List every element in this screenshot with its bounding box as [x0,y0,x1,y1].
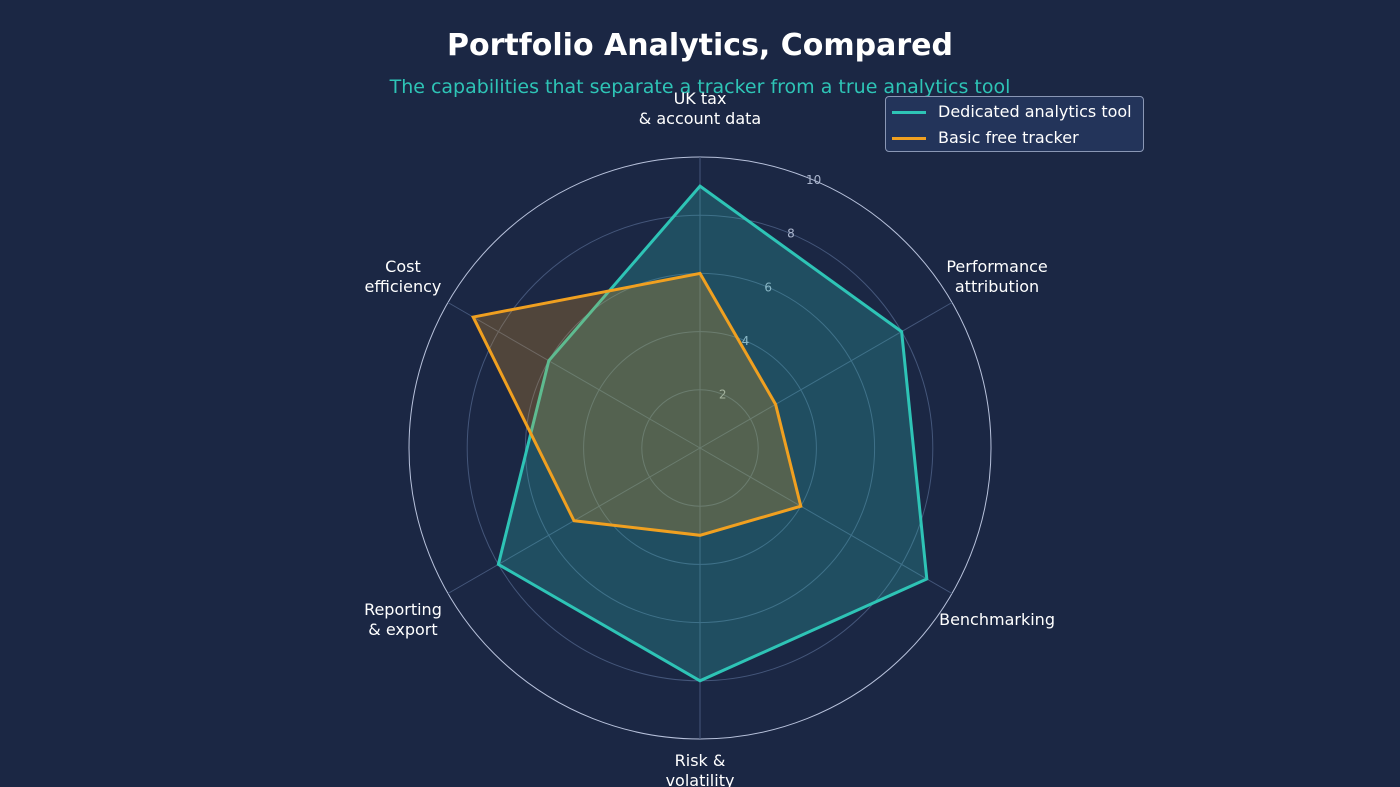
spoke [447,302,701,449]
r-tick-label: 2 [719,387,727,401]
legend-item: Dedicated analytics tool [892,102,1132,121]
legend: Dedicated analytics tool Basic free track… [885,96,1144,152]
category-label: Reporting & export [364,599,442,639]
category-label: Risk & volatility [665,751,735,787]
legend-label: Basic free tracker [938,128,1079,147]
chart-title: Portfolio Analytics, Compared [446,28,953,63]
series-area [470,271,803,537]
r-tick-label: 4 [742,334,750,348]
category-label: Performance attribution [946,256,1048,296]
chart-subtitle: The capabilities that separate a tracker… [389,76,1011,98]
category-label: Benchmarking [939,609,1055,629]
r-tick-label: 8 [787,227,795,241]
spoke [699,447,953,594]
category-label: UK tax & account data [638,89,762,128]
spoke [699,302,953,449]
series-area [496,184,929,683]
legend-swatch [892,137,926,140]
r-tick-label: 6 [764,280,772,294]
legend-item: Basic free tracker [892,128,1079,147]
category-label: Cost efficiency [364,256,442,296]
legend-swatch [892,111,926,114]
r-tick-label: 10 [806,173,821,187]
legend-label: Dedicated analytics tool [938,102,1132,121]
